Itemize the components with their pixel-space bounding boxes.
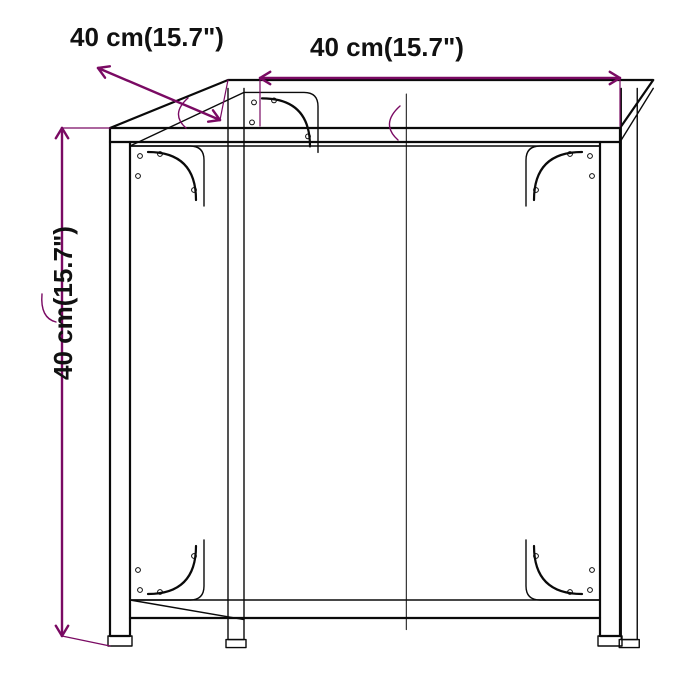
width-label: 40 cm(15.7") [310,32,464,63]
table-line-drawing [0,0,700,700]
dimension-diagram: 40 cm(15.7") 40 cm(15.7") 40 cm(15.7") [0,0,700,700]
height-label: 40 cm(15.7") [48,226,79,380]
depth-label: 40 cm(15.7") [70,22,224,53]
